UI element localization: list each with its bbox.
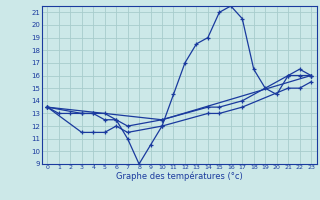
X-axis label: Graphe des températures (°c): Graphe des températures (°c) <box>116 172 243 181</box>
